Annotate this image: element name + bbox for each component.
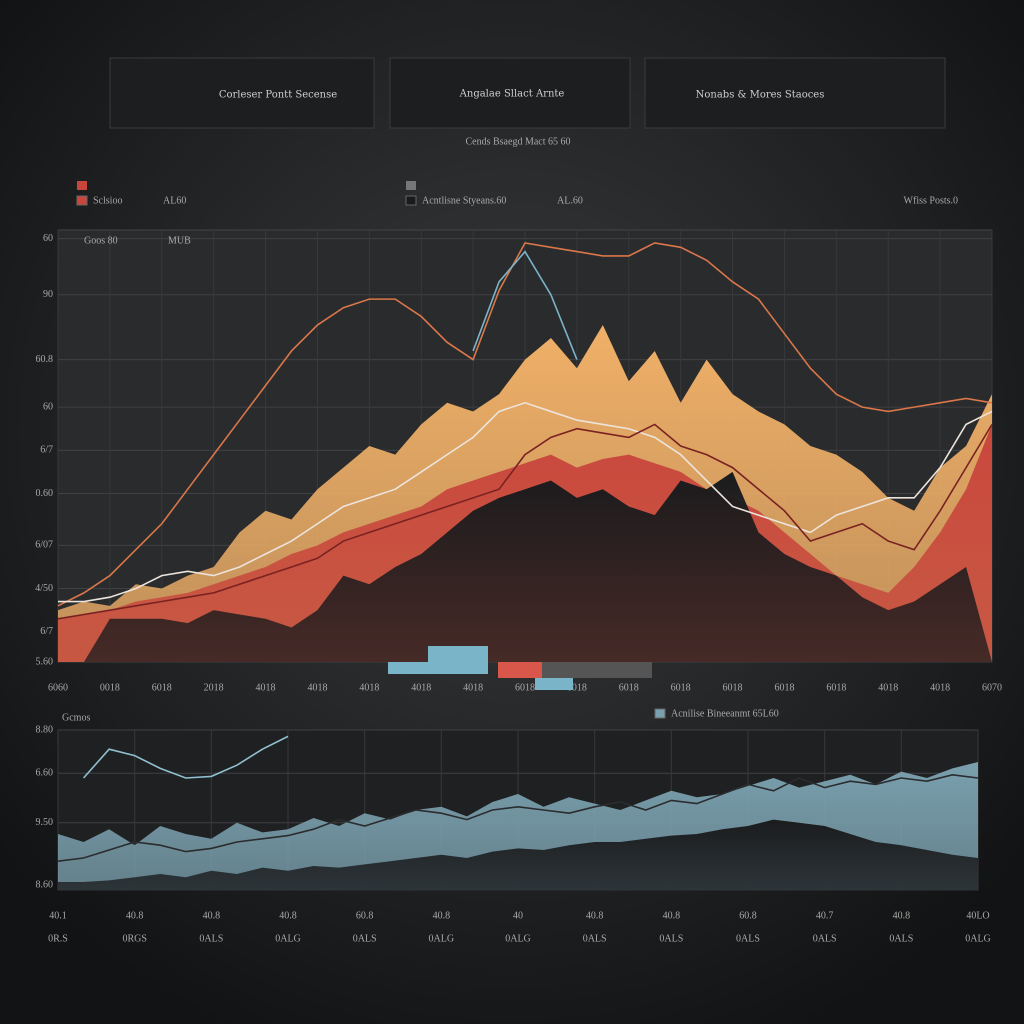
x-tick-label: 60.8: [356, 910, 374, 921]
annotation: AL60: [163, 195, 186, 206]
legend-label: Acnilise Bineeanmt 65L60: [671, 708, 779, 719]
x-tick-label: 0ALG: [505, 933, 531, 944]
y-tick-label: 6/07: [35, 540, 53, 551]
area: [58, 819, 978, 890]
x-tick-label: 0ALS: [813, 933, 837, 944]
annotation: AL.60: [557, 195, 583, 206]
line: [57, 242, 993, 607]
legend-deco: [406, 181, 416, 190]
legend-deco: [77, 181, 87, 190]
x-tick-label: 6070: [982, 682, 1002, 693]
x-tick-label: 40.1: [49, 910, 67, 921]
y-tick-label: 6/7: [40, 445, 53, 456]
line: [472, 250, 578, 360]
annotation: Gcmos: [62, 712, 90, 723]
legend-swatch: [76, 195, 88, 206]
x-tick-label: 40.8: [279, 910, 297, 921]
y-tick-label: 60: [43, 401, 53, 412]
y-tick-label: 8.80: [36, 724, 54, 735]
strip: [498, 662, 542, 678]
x-tick-label: 40.7: [816, 910, 834, 921]
y-tick-label: 90: [43, 289, 53, 300]
y-tick-label: 8.60: [36, 879, 54, 890]
x-tick-label: 0ALG: [965, 933, 991, 944]
y-tick-label: 6.60: [36, 767, 54, 778]
header-left: Corleser Pontt Secense: [219, 90, 337, 101]
annotation: Goos 80: [84, 235, 118, 246]
x-tick-label: 40.8: [663, 910, 681, 921]
line: [57, 423, 993, 620]
x-tick-label: 0R.S: [48, 933, 68, 944]
chart-title: Angalae Sllact Arnte: [459, 89, 565, 100]
x-tick-label: 6018: [826, 682, 846, 693]
strip: [388, 662, 488, 674]
x-tick-label: 6018: [152, 682, 172, 693]
area: [58, 471, 992, 662]
x-tick-label: 6018: [671, 682, 691, 693]
x-tick-label: 6060: [48, 682, 68, 693]
x-tick-label: 0ALG: [429, 933, 455, 944]
legend-swatch: [405, 195, 417, 206]
x-tick-label: 6018: [723, 682, 743, 693]
header-box: [109, 57, 375, 129]
x-tick-label: 40.8: [893, 910, 911, 921]
x-tick-label: 0ALS: [583, 933, 607, 944]
x-tick-label: 40LO: [966, 910, 989, 921]
line: [57, 773, 979, 862]
line: [58, 401, 993, 603]
x-tick-label: 4018: [307, 682, 327, 693]
legend-label: Sclsioo: [93, 195, 122, 206]
strip: [535, 678, 573, 690]
header-box: [389, 57, 631, 129]
annotation: Wfiss Posts.0: [904, 195, 958, 206]
subtitle: Cends Bsaegd Mact 65 60: [466, 136, 571, 147]
charts: 60 90 60.8 60 6/7 0.60 6/07 4/50 6/7 5.60 6060 0018…: [35, 195, 1002, 944]
x-tick-label: 2018: [204, 682, 224, 693]
x-tick-label: 0ALS: [199, 933, 223, 944]
x-tick-label: 0018: [100, 682, 120, 693]
strip: [542, 662, 652, 678]
y-tick-label: 0.60: [36, 488, 54, 499]
y-tick-label: 4/50: [35, 583, 53, 594]
x-tick-label: 0ALS: [659, 933, 683, 944]
y-tick-label: 9.50: [36, 817, 54, 828]
x-tick-label: 0ALG: [275, 933, 301, 944]
x-tick-label: 4018: [930, 682, 950, 693]
strip: [428, 646, 488, 662]
header-box: [644, 57, 946, 129]
x-tick-label: 4018: [359, 682, 379, 693]
y-tick-label: 60: [43, 233, 53, 244]
legend-label: Acntlisne Styeans.60: [422, 195, 506, 206]
x-tick-label: 60.8: [739, 910, 757, 921]
x-tick-label: 40: [513, 910, 523, 921]
x-tick-label: 4018: [463, 682, 483, 693]
x-tick-label: 6018: [567, 682, 587, 693]
x-tick-label: 6018: [774, 682, 794, 693]
y-tick-label: 5.60: [36, 656, 54, 667]
x-tick-label: 40.8: [203, 910, 221, 921]
x-tick-label: 0ALS: [736, 933, 760, 944]
y-tick-label: 6/7: [40, 626, 53, 637]
x-tick-label: 6018: [619, 682, 639, 693]
x-tick-label: 40.8: [433, 910, 451, 921]
x-tick-label: 0RGS: [122, 933, 146, 944]
x-tick-label: 6018: [515, 682, 535, 693]
line: [82, 735, 289, 779]
legend-swatch: [654, 708, 666, 719]
x-tick-label: 4018: [411, 682, 431, 693]
x-tick-label: 4018: [878, 682, 898, 693]
annotation: MUB: [168, 235, 191, 246]
x-tick-label: 40.8: [126, 910, 144, 921]
x-tick-label: 4018: [256, 682, 276, 693]
x-tick-label: 0ALS: [889, 933, 913, 944]
x-tick-label: 40.8: [586, 910, 604, 921]
x-tick-label: 0ALS: [353, 933, 377, 944]
header-right: Nonabs & Mores Staoces: [696, 90, 825, 101]
y-tick-label: 60.8: [36, 354, 54, 365]
